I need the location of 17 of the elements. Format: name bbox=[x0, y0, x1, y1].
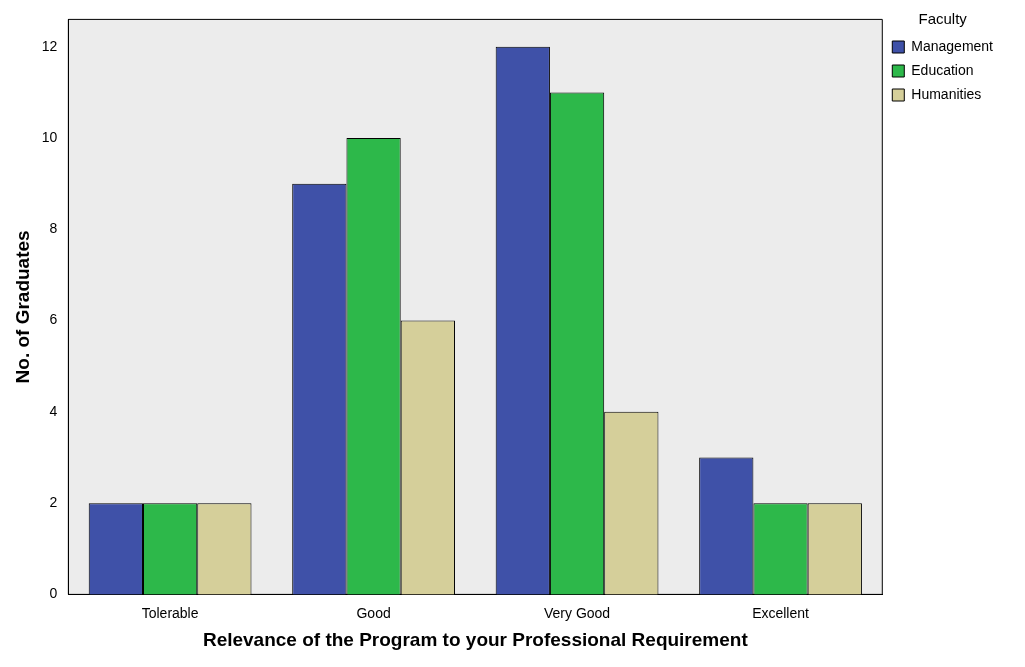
y-tick-label: 2 bbox=[49, 493, 58, 510]
legend-label: Management bbox=[911, 37, 994, 54]
x-tick-label: Good bbox=[356, 604, 391, 621]
x-axis-title: Relevance of the Program to your Professional Requirement bbox=[202, 628, 749, 650]
y-tick-label: 0 bbox=[49, 585, 58, 602]
y-tick-label: 6 bbox=[49, 311, 58, 328]
x-tick-label: Very Good bbox=[543, 604, 611, 621]
legend-label: Humanities bbox=[911, 85, 982, 102]
legend-label: Education bbox=[911, 61, 974, 78]
x-tick-label: Excellent bbox=[752, 604, 810, 621]
legend-title: Faculty bbox=[918, 9, 968, 27]
y-tick-label: 8 bbox=[49, 220, 58, 237]
y-tick-label: 10 bbox=[41, 128, 58, 145]
y-tick-label: 4 bbox=[49, 402, 58, 419]
y-axis-title: No. of Graduates bbox=[11, 230, 33, 384]
y-tick-label: 12 bbox=[41, 37, 58, 54]
x-tick-label: Tolerable bbox=[141, 604, 199, 621]
